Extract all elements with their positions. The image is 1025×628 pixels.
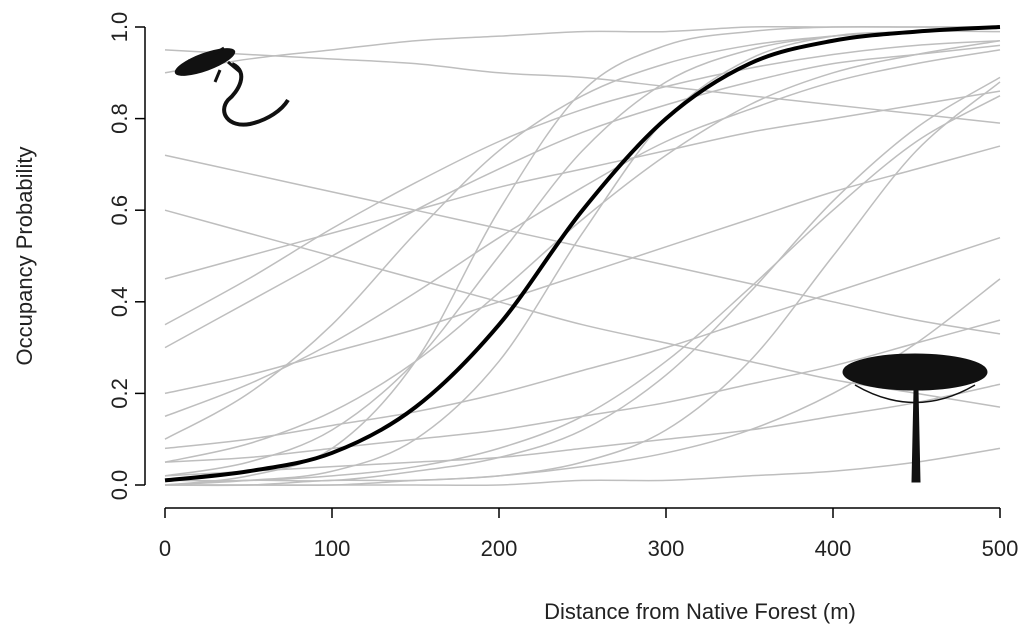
mean-curve [164, 25, 1001, 483]
posterior-curve [164, 319, 1001, 463]
y-tick-label: 0.2 [107, 378, 132, 409]
posterior-curve [164, 44, 1001, 349]
x-tick-label: 0 [159, 536, 171, 561]
posterior-curve [164, 49, 1001, 124]
x-tick-label: 300 [648, 536, 685, 561]
posterior-curve [164, 30, 1001, 440]
y-tick-label: 0.6 [107, 195, 132, 226]
posterior-curve [164, 90, 1001, 280]
y-tick-label: 0.8 [107, 103, 132, 134]
y-tick-label: 0.4 [107, 287, 132, 318]
tree-icon [842, 353, 988, 483]
posterior-curve [164, 39, 1001, 326]
x-tick-label: 400 [815, 536, 852, 561]
posterior-curve [164, 236, 1001, 450]
x-tick-label: 100 [314, 536, 351, 561]
posterior-curve [164, 95, 1001, 482]
posterior-curve [164, 145, 1001, 395]
x-tick-label: 200 [481, 536, 518, 561]
y-axis-title: Occupancy Probability [12, 147, 37, 366]
posterior-curve [164, 26, 1001, 477]
posterior-curve [165, 81, 1001, 487]
x-axis-title: Distance from Native Forest (m) [544, 599, 856, 624]
y-tick-label: 0.0 [107, 470, 132, 501]
posterior-curve [164, 154, 1001, 335]
posterior-curve [164, 209, 1001, 408]
y-tick-label: 1.0 [107, 12, 132, 43]
plot-area [164, 25, 1001, 487]
posterior-curve [165, 447, 1001, 487]
posterior-curve [164, 39, 1001, 463]
posterior-curve [164, 383, 1001, 477]
lizard-icon [174, 46, 290, 127]
posterior-curve [164, 26, 1001, 486]
posterior-curve [164, 76, 1001, 486]
x-tick-label: 500 [982, 536, 1019, 561]
posterior-curve [164, 49, 1001, 418]
